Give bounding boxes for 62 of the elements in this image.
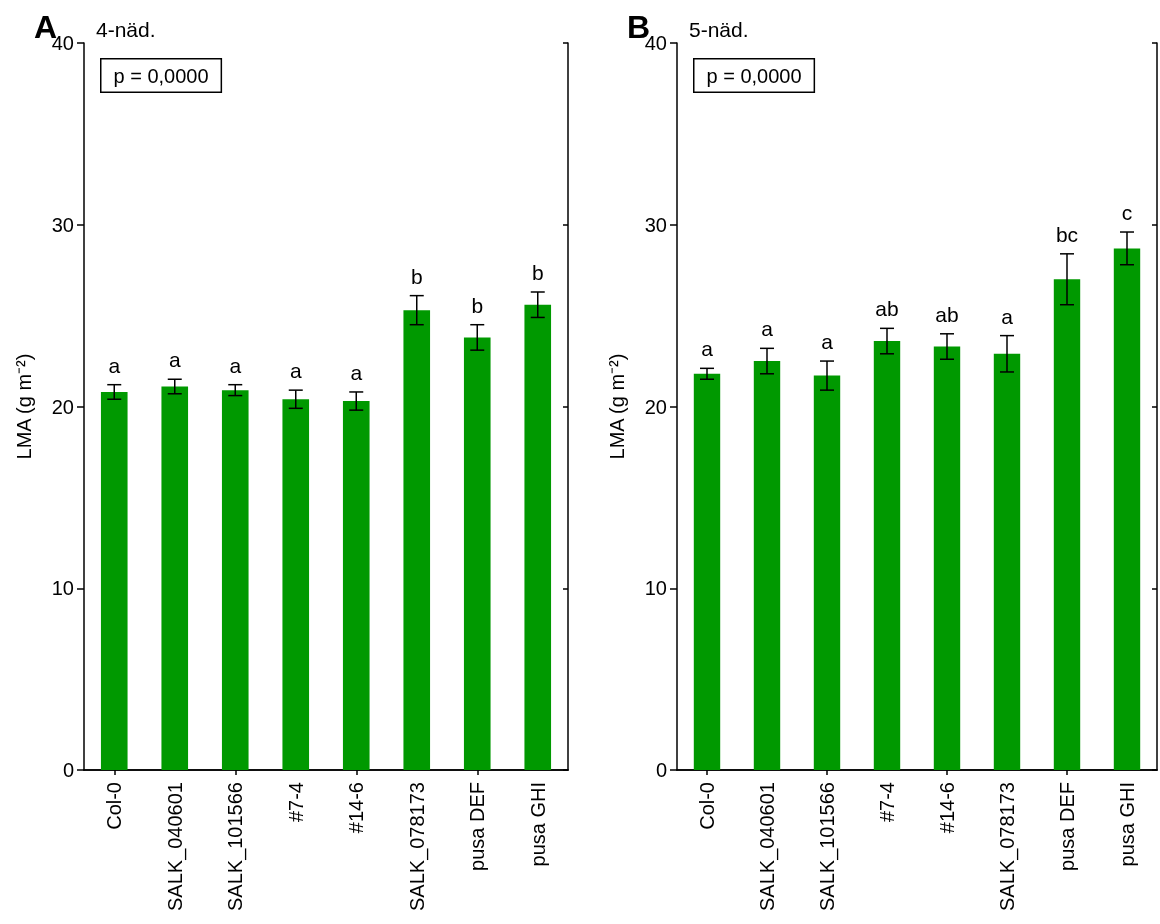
annotation: b <box>471 293 484 317</box>
annotation: bc <box>1055 222 1079 246</box>
y-tick-label: 10 <box>51 577 74 600</box>
x-tick-label: SALK_101566 <box>224 782 248 912</box>
y-tick-label: 0 <box>655 759 667 781</box>
x-tick-label: #14-6 <box>345 782 368 834</box>
bar <box>753 361 781 770</box>
y-tick-label: 30 <box>51 213 74 236</box>
bar <box>933 346 961 770</box>
bar <box>403 310 431 770</box>
bar <box>282 399 310 770</box>
annotation: a <box>108 353 121 377</box>
annotation: b <box>410 264 423 288</box>
bar <box>693 373 721 770</box>
chart-subtitle: 4-näd. <box>96 18 156 41</box>
bar <box>100 391 128 770</box>
x-tick-label: pusa DEF <box>1056 782 1078 871</box>
annotation: ab <box>935 302 959 326</box>
annotation: a <box>701 337 714 361</box>
annotation: p = 0,0000 <box>113 64 209 87</box>
x-tick-label: SALK_078173 <box>405 782 429 912</box>
annotation: b <box>531 261 544 284</box>
bar <box>463 337 491 770</box>
y-axis-title: LMA (g m⁻²) <box>606 353 628 460</box>
annotation: a <box>289 359 302 383</box>
annotation: c <box>1121 201 1133 225</box>
x-tick-label: #7-4 <box>284 782 307 823</box>
x-tick-label: Col-0 <box>696 782 718 830</box>
annotation: a <box>1001 304 1014 328</box>
annotation: p = 0,0000 <box>706 64 802 87</box>
chart-subtitle: 5-näd. <box>689 18 749 41</box>
bar <box>1113 248 1141 770</box>
x-tick-label: #7-4 <box>876 782 898 823</box>
x-tick-label: Col-0 <box>103 782 126 830</box>
bar <box>813 375 841 770</box>
bar <box>873 341 901 770</box>
x-tick-label: pusa DEF <box>466 782 489 871</box>
x-tick-label: pusa GHI <box>1116 782 1138 867</box>
annotation: a <box>821 330 834 354</box>
annotation: a <box>350 360 363 384</box>
y-tick-label: 0 <box>62 759 74 781</box>
bar <box>221 390 249 770</box>
y-tick-label: 10 <box>644 577 667 600</box>
y-axis-title: LMA (g m⁻²) <box>13 353 35 460</box>
bar <box>161 386 189 770</box>
x-tick-label: pusa GHI <box>526 782 549 867</box>
bar <box>993 353 1021 770</box>
bar <box>342 401 370 770</box>
x-tick-label: SALK_040601 <box>163 782 187 912</box>
x-tick-label: SALK_040601 <box>756 782 779 912</box>
y-tick-label: 20 <box>51 395 74 418</box>
annotation: a <box>229 353 242 377</box>
annotation: a <box>168 348 181 372</box>
x-tick-label: #14-6 <box>936 782 958 834</box>
bar <box>1053 279 1081 770</box>
annotation: ab <box>875 297 899 321</box>
annotation: a <box>761 317 774 341</box>
x-tick-label: SALK_101566 <box>816 782 839 912</box>
x-tick-label: SALK_078173 <box>996 782 1019 912</box>
y-tick-label: 30 <box>644 213 667 236</box>
bar <box>524 304 552 770</box>
y-tick-label: 20 <box>644 395 667 418</box>
